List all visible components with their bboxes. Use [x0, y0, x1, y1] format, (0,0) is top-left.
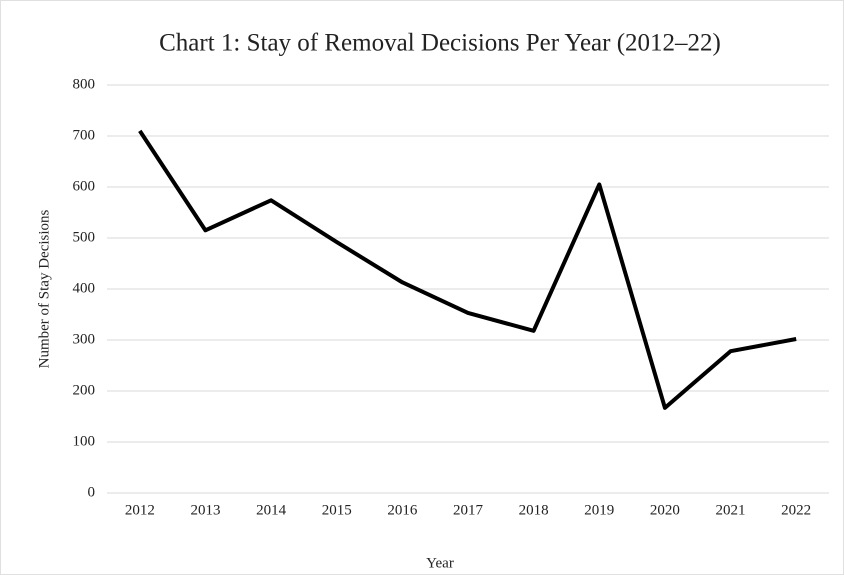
x-tick-label: 2017	[453, 502, 484, 518]
x-tick-label: 2021	[716, 502, 746, 518]
x-tick-label: 2012	[125, 502, 155, 518]
x-tick-label: 2018	[519, 502, 549, 518]
data-line	[138, 129, 797, 410]
y-tick-label: 400	[73, 280, 96, 296]
x-tick-label: 2013	[190, 502, 220, 518]
x-tick-label: 2022	[781, 502, 811, 518]
y-tick-label: 700	[73, 127, 96, 143]
x-tick-label: 2019	[584, 502, 614, 518]
x-tick-label: 2014	[256, 502, 287, 518]
y-tick-label: 600	[73, 178, 96, 194]
y-tick-label: 500	[73, 229, 96, 245]
x-axis-label: Year	[426, 555, 454, 571]
x-tick-label: 2016	[387, 502, 418, 518]
x-tick-label: 2015	[322, 502, 352, 518]
y-tick-label: 200	[73, 382, 96, 398]
y-tick-label: 0	[88, 484, 96, 500]
chart-title: Chart 1: Stay of Removal Decisions Per Y…	[159, 30, 721, 57]
y-tick-label: 300	[73, 331, 96, 347]
x-tick-label: 2020	[650, 502, 680, 518]
y-axis-label: Number of Stay Decisions	[36, 209, 52, 368]
y-tick-label: 100	[73, 433, 96, 449]
y-tick-label: 800	[73, 76, 96, 92]
